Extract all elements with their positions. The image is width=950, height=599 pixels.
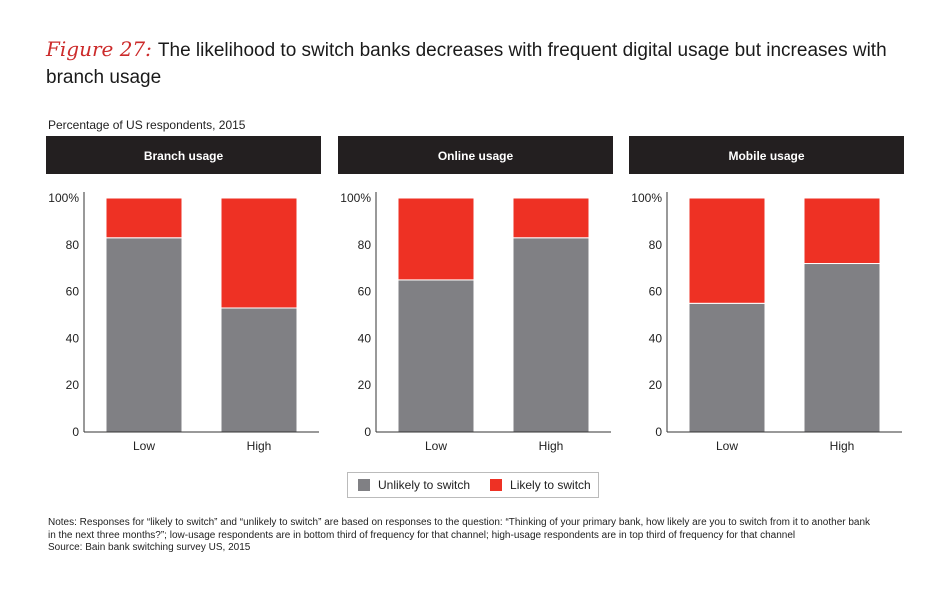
bar-mobile-usage-low-unlikely bbox=[688, 302, 766, 433]
y-tick-label-online-usage-0: 0 bbox=[364, 425, 371, 439]
notes-text: Notes: Responses for “likely to switch” … bbox=[48, 517, 871, 541]
panel-title-online-usage: Online usage bbox=[438, 149, 514, 163]
bar-online-usage-low-unlikely bbox=[397, 279, 475, 433]
notes: Notes: Responses for “likely to switch” … bbox=[48, 517, 878, 555]
legend-label-unlikely: Unlikely to switch bbox=[378, 478, 471, 492]
legend-label-likely: Likely to switch bbox=[510, 478, 591, 492]
y-tick-label-branch-usage-20: 20 bbox=[66, 378, 80, 392]
y-tick-label-mobile-usage-60: 60 bbox=[649, 285, 663, 299]
bar-online-usage-high-unlikely bbox=[512, 237, 590, 433]
y-tick-label-branch-usage-40: 40 bbox=[66, 331, 80, 345]
y-tick-label-online-usage-20: 20 bbox=[358, 378, 372, 392]
panel-header-online-usage bbox=[338, 136, 613, 174]
legend-swatch-unlikely bbox=[358, 479, 370, 491]
panel-header-branch-usage bbox=[46, 136, 321, 174]
source-text: Source: Bain bank switching survey US, 2… bbox=[48, 542, 251, 553]
y-tick-label-branch-usage-60: 60 bbox=[66, 285, 80, 299]
bar-branch-usage-low-unlikely bbox=[105, 237, 183, 433]
chart-subtitle: Percentage of US respondents, 2015 bbox=[48, 118, 246, 132]
y-tick-label-online-usage-80: 80 bbox=[358, 238, 372, 252]
panel-title-mobile-usage: Mobile usage bbox=[728, 149, 804, 163]
figure-title: Figure 27: The likelihood to switch banks… bbox=[46, 36, 916, 91]
y-tick-label-online-usage-60: 60 bbox=[358, 285, 372, 299]
x-tick-label-online-usage-high: High bbox=[539, 439, 564, 453]
y-tick-label-mobile-usage-100: 100% bbox=[631, 191, 662, 205]
x-tick-label-online-usage-low: Low bbox=[425, 439, 447, 453]
legend-swatch-likely bbox=[490, 479, 503, 491]
bar-branch-usage-low-likely bbox=[105, 197, 183, 239]
bar-mobile-usage-high-likely bbox=[803, 197, 881, 265]
figure-label: Figure 27: bbox=[46, 37, 152, 61]
panel-header-mobile-usage bbox=[629, 136, 904, 174]
figure-title-text: The likelihood to switch banks decreases… bbox=[46, 40, 887, 88]
legend-item-likely: Likely to switch bbox=[490, 478, 591, 492]
legend-item-unlikely: Unlikely to switch bbox=[358, 478, 470, 492]
y-tick-label-branch-usage-0: 0 bbox=[72, 425, 79, 439]
x-tick-label-branch-usage-low: Low bbox=[133, 439, 155, 453]
y-tick-label-mobile-usage-80: 80 bbox=[649, 238, 663, 252]
y-tick-label-branch-usage-80: 80 bbox=[66, 238, 80, 252]
x-tick-label-mobile-usage-low: Low bbox=[716, 439, 738, 453]
x-tick-label-branch-usage-high: High bbox=[247, 439, 272, 453]
bar-branch-usage-high-likely bbox=[220, 197, 298, 309]
bar-online-usage-high-likely bbox=[512, 197, 590, 239]
y-tick-label-online-usage-100: 100% bbox=[340, 191, 371, 205]
y-tick-label-online-usage-40: 40 bbox=[358, 331, 372, 345]
x-tick-label-mobile-usage-high: High bbox=[830, 439, 855, 453]
panel-title-branch-usage: Branch usage bbox=[144, 149, 224, 163]
y-tick-label-mobile-usage-20: 20 bbox=[649, 378, 663, 392]
bar-mobile-usage-high-unlikely bbox=[803, 263, 881, 433]
bar-online-usage-low-likely bbox=[397, 197, 475, 281]
bar-branch-usage-high-unlikely bbox=[220, 307, 298, 433]
bar-mobile-usage-low-likely bbox=[688, 197, 766, 304]
y-tick-label-mobile-usage-40: 40 bbox=[649, 331, 663, 345]
y-tick-label-branch-usage-100: 100% bbox=[48, 191, 79, 205]
legend: Unlikely to switch Likely to switch bbox=[347, 472, 599, 498]
charts-area: Branch usage 0 20 40 60 80 100% Low High Online u… bbox=[46, 136, 904, 453]
y-tick-label-mobile-usage-0: 0 bbox=[655, 425, 662, 439]
